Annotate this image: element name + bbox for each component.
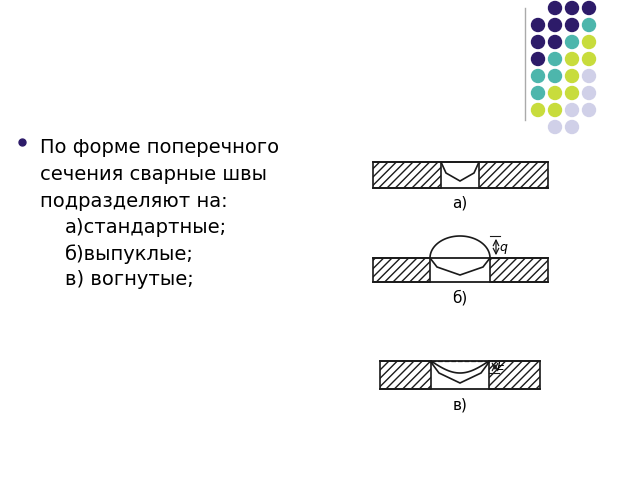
Text: а): а) [452, 196, 468, 211]
Circle shape [566, 120, 579, 133]
Circle shape [582, 36, 595, 48]
Circle shape [582, 86, 595, 99]
Circle shape [582, 1, 595, 14]
Text: а)стандартные;: а)стандартные; [65, 218, 227, 237]
Circle shape [548, 19, 561, 32]
Circle shape [582, 19, 595, 32]
Circle shape [548, 86, 561, 99]
Polygon shape [430, 236, 490, 275]
Text: q: q [499, 240, 507, 253]
Circle shape [582, 104, 595, 117]
Polygon shape [431, 361, 489, 383]
Text: По форме поперечного: По форме поперечного [40, 138, 279, 157]
Text: б): б) [452, 290, 468, 306]
Text: E: E [497, 360, 505, 373]
Bar [380, 361, 431, 389]
Circle shape [531, 70, 545, 83]
Bar [372, 162, 441, 188]
Circle shape [566, 70, 579, 83]
Circle shape [566, 52, 579, 65]
Bar [479, 162, 547, 188]
Circle shape [531, 52, 545, 65]
Circle shape [548, 52, 561, 65]
Text: б)выпуклые;: б)выпуклые; [65, 244, 194, 264]
Circle shape [548, 36, 561, 48]
Polygon shape [441, 162, 479, 181]
Circle shape [548, 104, 561, 117]
Bar [489, 361, 540, 389]
Circle shape [531, 19, 545, 32]
Bar [490, 258, 547, 282]
Circle shape [548, 120, 561, 133]
Text: подразделяют на:: подразделяют на: [40, 192, 228, 211]
Circle shape [531, 104, 545, 117]
Circle shape [548, 70, 561, 83]
Circle shape [566, 19, 579, 32]
Circle shape [566, 36, 579, 48]
Circle shape [531, 36, 545, 48]
Circle shape [566, 86, 579, 99]
Circle shape [531, 86, 545, 99]
Circle shape [582, 70, 595, 83]
Text: в) вогнутые;: в) вогнутые; [65, 270, 194, 289]
Circle shape [582, 52, 595, 65]
Bar [372, 258, 430, 282]
Circle shape [548, 1, 561, 14]
Text: сечения сварные швы: сечения сварные швы [40, 165, 267, 184]
Circle shape [566, 104, 579, 117]
Text: в): в) [452, 397, 467, 412]
Circle shape [566, 1, 579, 14]
